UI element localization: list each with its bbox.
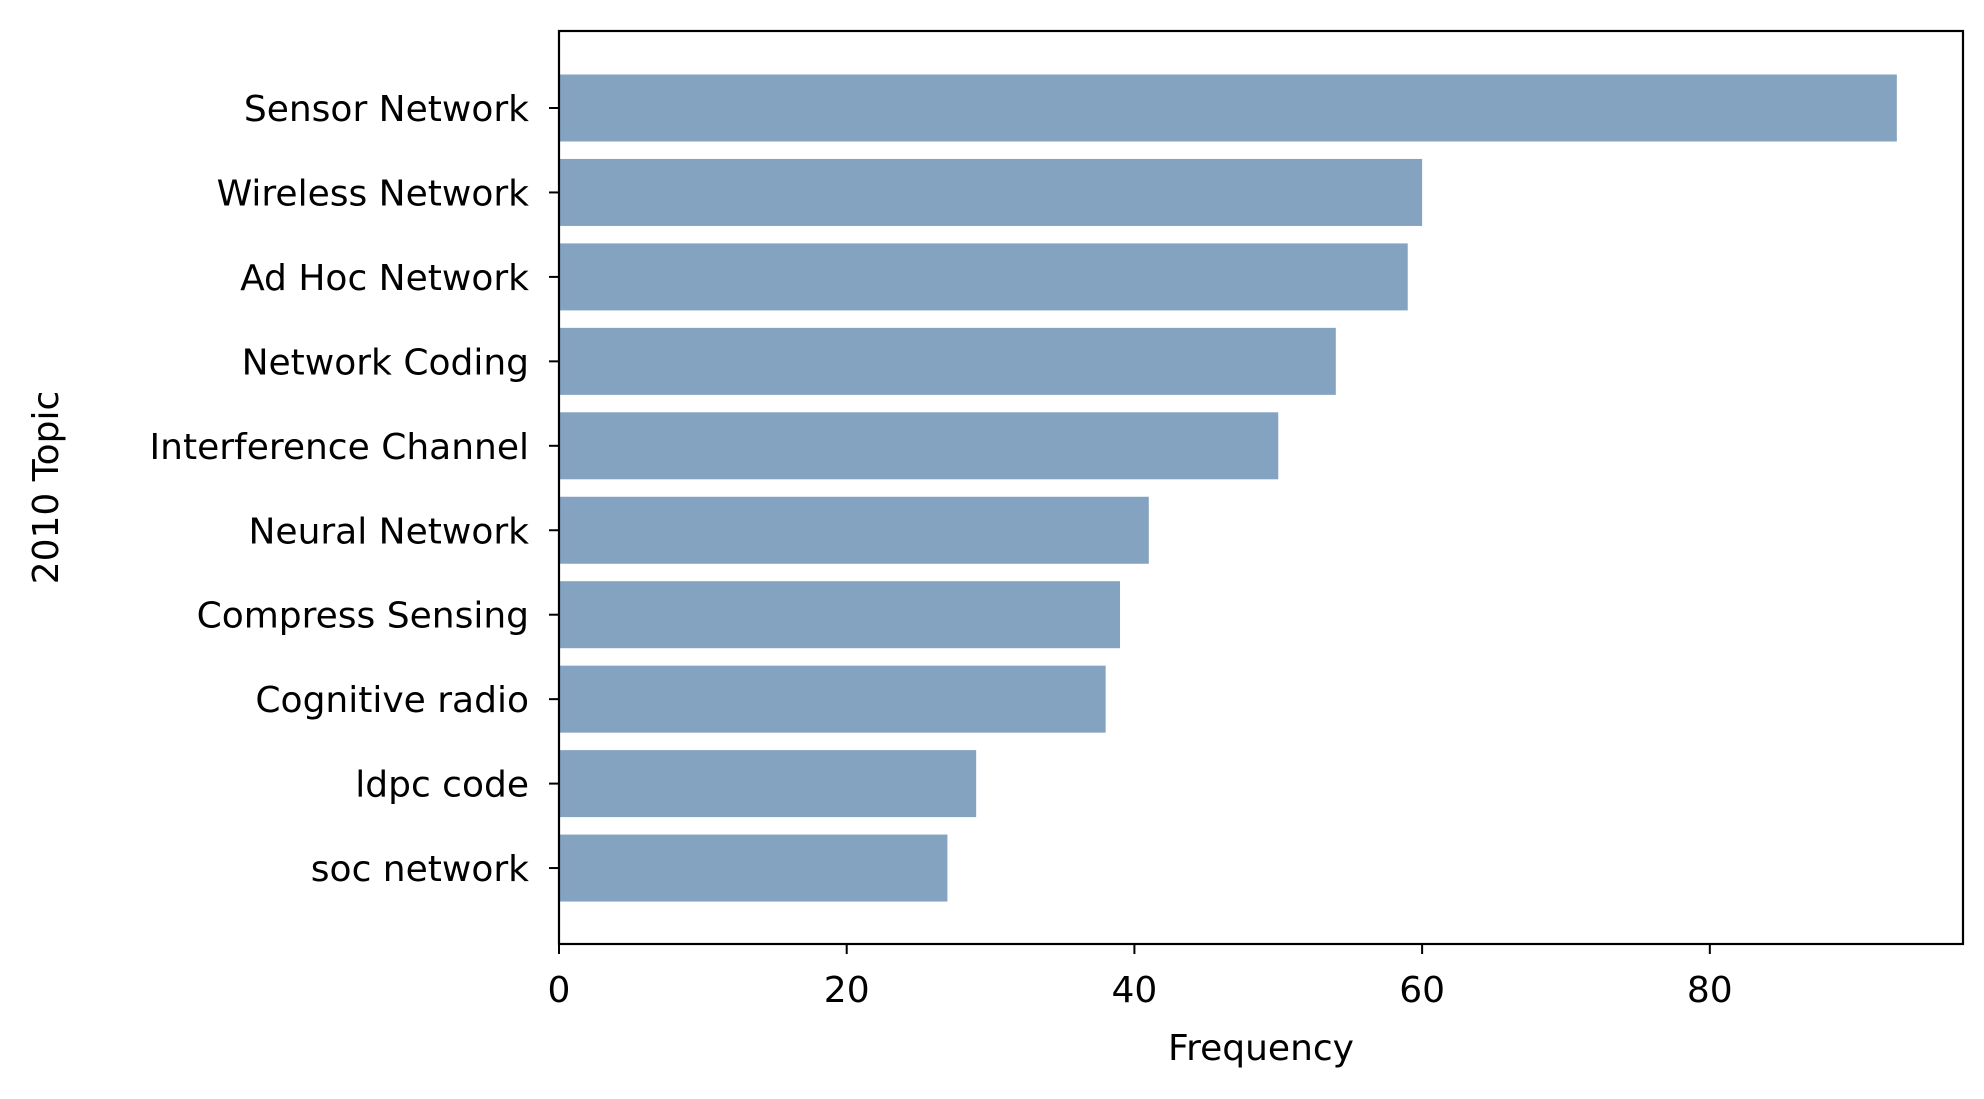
y-tick-label-5: Neural Network <box>248 511 529 552</box>
y-tick-label-9: soc network <box>311 849 529 890</box>
y-tick-label-0: Sensor Network <box>244 89 529 130</box>
bar-9 <box>559 834 948 902</box>
x-tick-label-4: 80 <box>1687 970 1733 1011</box>
bar-3 <box>559 327 1336 395</box>
bar-4 <box>559 412 1279 480</box>
bar-6 <box>559 581 1121 649</box>
x-axis-label: Frequency <box>1168 1028 1354 1069</box>
bar-8 <box>559 750 977 818</box>
x-tick-label-3: 60 <box>1399 970 1445 1011</box>
bar-0 <box>559 74 1897 142</box>
y-tick-label-8: ldpc code <box>355 765 529 806</box>
bar-2 <box>559 243 1408 311</box>
y-tick-label-2: Ad Hoc Network <box>240 258 529 299</box>
x-axis-ticks: 0 20 40 60 80 <box>548 944 1733 1011</box>
y-tick-label-6: Compress Sensing <box>197 596 529 637</box>
y-tick-label-7: Cognitive radio <box>255 680 529 721</box>
y-axis-label: 2010 Topic <box>26 391 67 585</box>
x-tick-label-0: 0 <box>548 970 571 1011</box>
plot-frame <box>557 29 1965 946</box>
bar-1 <box>559 158 1423 226</box>
bars-group <box>559 74 1897 902</box>
y-axis-ticks: Sensor Network Wireless Network Ad Hoc Net… <box>150 89 559 890</box>
y-tick-label-1: Wireless Network <box>217 173 530 214</box>
x-tick-label-1: 20 <box>824 970 870 1011</box>
y-tick-label-4: Interference Channel <box>150 427 529 468</box>
bar-7 <box>559 665 1106 733</box>
bar-5 <box>559 496 1149 564</box>
x-tick-label-2: 40 <box>1112 970 1158 1011</box>
y-tick-label-3: Network Coding <box>242 342 529 383</box>
